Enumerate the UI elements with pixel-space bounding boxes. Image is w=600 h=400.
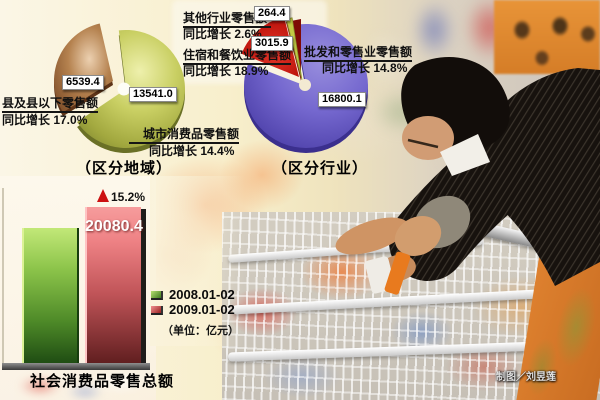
value-box-county: 6539.4 (62, 75, 104, 90)
slice-growth-catering: 同比增长 18.9% (183, 64, 269, 78)
value-box-other: 264.4 (254, 6, 290, 21)
forearm (335, 217, 409, 255)
shopper-photo (335, 56, 600, 295)
slice-label-wholesale: 批发和零售业零售额 (304, 45, 413, 62)
bar-chart-title: 社会消费品零售总额 (30, 373, 175, 390)
bar-2009 (85, 207, 141, 365)
pie-slice-rim (286, 19, 301, 81)
growth-percent: 15.2% (111, 190, 146, 204)
legend-swatch-2008 (151, 291, 163, 300)
legend-swatch-2009 (151, 306, 163, 315)
slice-growth-urban: 同比增长 14.4% (149, 144, 235, 158)
value-box-catering: 3015.9 (251, 36, 293, 51)
shirt-collar (440, 134, 490, 176)
slice-label-catering: 住宿和餐饮业零售额 (183, 48, 292, 65)
value-box-wholesale: 16800.1 (318, 92, 366, 107)
growth-arrow-icon (97, 189, 109, 202)
infographic-panel-mid (150, 176, 245, 346)
industry-pie-title: （区分行业） (272, 160, 369, 177)
value-box-urban: 13541.0 (129, 87, 177, 102)
hand (394, 216, 442, 256)
unit-note: （单位：亿元） (162, 325, 239, 337)
region-pie-title: （区分地域） (76, 160, 173, 177)
artist-credit: 制图／刘昱莲 (496, 372, 556, 383)
slice-label-urban: 城市消费品零售额 (129, 127, 240, 144)
orange-package (384, 251, 411, 295)
face (402, 116, 454, 160)
slice-growth-wholesale: 同比增长 14.8% (322, 61, 408, 75)
bar-2008 (22, 228, 79, 365)
slice-growth-county: 同比增长 17.0% (2, 113, 88, 127)
legend-label-2009: 2009.01-02 (169, 302, 235, 317)
pie-center-dot (117, 82, 131, 96)
bar-chart-baseline (2, 363, 150, 370)
glasses-icon (407, 138, 439, 149)
pie-center-dot (299, 79, 311, 91)
bar-chart-axis (2, 188, 4, 370)
slice-label-county: 县及县以下零售额 (2, 96, 99, 113)
orange-shelf-top (494, 0, 600, 74)
pie-slice-county (54, 23, 113, 113)
bar-2009-value: 20080.4 (85, 218, 143, 235)
legend-label-2008: 2008.01-02 (169, 287, 235, 302)
slice-growth-other: 同比增长 2.6% (183, 27, 262, 41)
slice-label-other: 其他行业零售额 (183, 11, 272, 28)
